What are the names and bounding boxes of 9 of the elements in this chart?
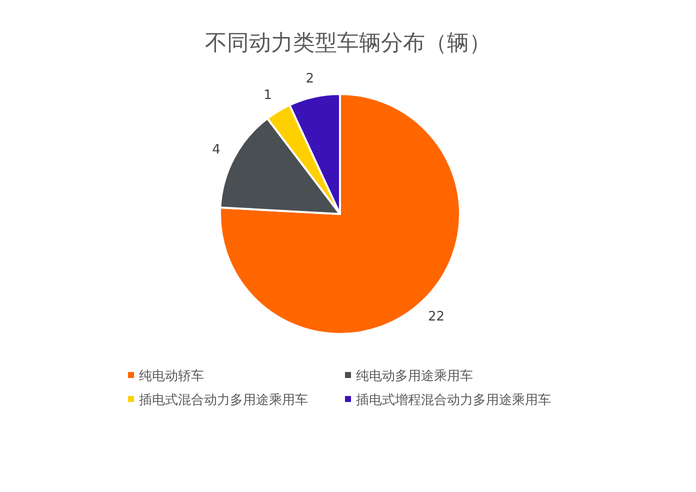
data-label: 1 (264, 88, 272, 104)
legend-label: 纯电动多用途乘用车 (356, 369, 473, 384)
legend-label: 插电式增程混合动力多用途乘用车 (356, 393, 551, 408)
legend-label: 纯电动轿车 (139, 369, 204, 384)
legend-label: 插电式混合动力多用途乘用车 (139, 393, 308, 408)
data-label: 4 (212, 142, 220, 158)
data-label: 2 (306, 71, 314, 86)
data-label: 22 (428, 310, 445, 325)
chart-title: 不同动力类型车辆分布（辆） (205, 31, 491, 56)
